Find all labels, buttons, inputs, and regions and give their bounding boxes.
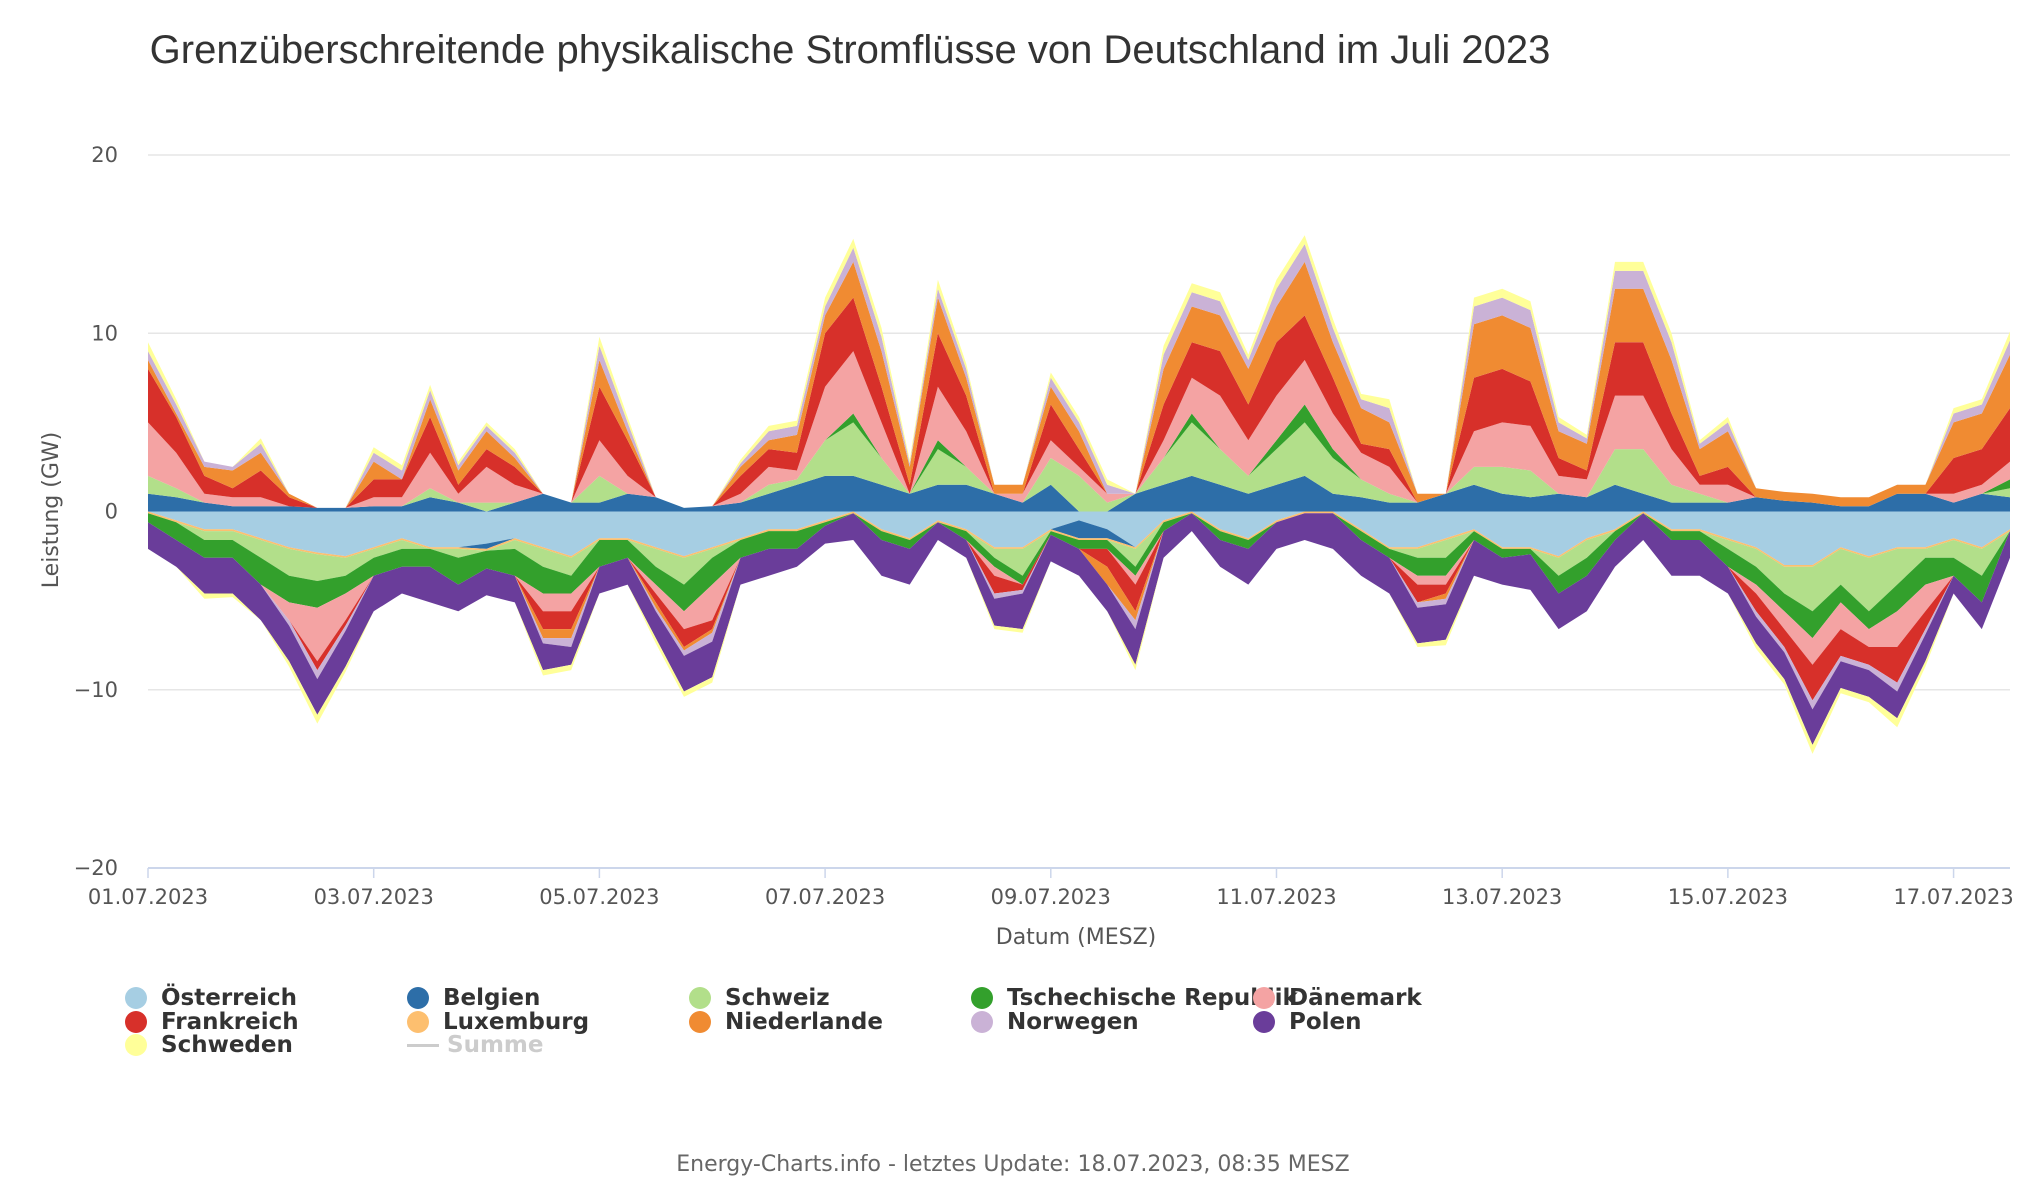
y-tick-label: 0: [105, 500, 118, 524]
chart-title: Grenzüberschreitende physikalische Strom…: [149, 28, 1551, 72]
y-tick-label: 20: [91, 143, 118, 167]
legend-item-norwegen[interactable]: Norwegen: [971, 1007, 1139, 1037]
footer-credit: Energy-Charts.info - letztes Update: 18.…: [676, 1152, 1350, 1177]
legend-circle-marker: [125, 1010, 147, 1033]
legend-item-luxemburg[interactable]: Luxemburg: [407, 1007, 589, 1037]
legend-item-frankreich[interactable]: Frankreich: [125, 1007, 299, 1037]
legend-label: Niederlande: [725, 1008, 883, 1035]
legend-label: Norwegen: [1007, 1008, 1139, 1035]
area-import-frankreich: [148, 513, 2010, 701]
legend-label: Frankreich: [161, 1008, 299, 1035]
y-tick-label: 10: [91, 321, 118, 345]
x-tick-label: 09.07.2023: [991, 885, 1111, 909]
x-tick-label: 17.07.2023: [1893, 885, 2013, 909]
x-tick-label: 13.07.2023: [1442, 885, 1562, 909]
legend-circle-marker: [125, 1034, 147, 1056]
legend-circle-marker: [1253, 987, 1275, 1009]
area-export-belgien: [148, 475, 2010, 512]
area-import-dänemark: [148, 513, 2010, 665]
legend-item-belgien[interactable]: Belgien: [407, 983, 540, 1013]
area-import-polen: [148, 513, 2010, 745]
x-tick-label: 15.07.2023: [1668, 885, 1788, 909]
legend-item-schweiz[interactable]: Schweiz: [689, 983, 830, 1013]
area-import-norwegen: [148, 513, 2010, 710]
x-tick-label: 11.07.2023: [1216, 885, 1336, 909]
legend-label: Tschechische Republik: [1007, 985, 1298, 1011]
legend-label: Schweiz: [725, 985, 830, 1011]
area-export-dänemark: [148, 351, 2010, 508]
legend-label: Luxemburg: [443, 1008, 590, 1035]
legend-circle-marker: [971, 987, 993, 1009]
area-export-frankreich: [148, 297, 2010, 508]
x-tick-label: 03.07.2023: [314, 885, 434, 909]
series-areas: [148, 235, 2010, 754]
area-export-schweiz: [148, 422, 2010, 512]
legend-label: Polen: [1289, 1008, 1362, 1035]
legend-circle-marker: [689, 987, 711, 1009]
legend-circle-marker: [689, 1010, 711, 1033]
axes: 01.07.2023 03.07.2023 05.07.2023 07.07.2023…: [88, 868, 2014, 909]
legend-circle-marker: [1253, 1010, 1275, 1033]
legend-item-polen[interactable]: Polen: [1253, 1007, 1362, 1037]
legend-item-tschechische-republik[interactable]: Tschechische Republik: [971, 983, 1298, 1013]
legend-label: Belgien: [443, 985, 541, 1011]
legend-item-österreich[interactable]: Österreich: [125, 983, 297, 1013]
legend-circle-marker: [125, 987, 147, 1009]
x-tick-label: 05.07.2023: [539, 885, 659, 909]
legend-label: Summe: [447, 1032, 544, 1058]
legend-item-niederlande[interactable]: Niederlande: [689, 1007, 883, 1037]
legend-circle-marker: [971, 1010, 993, 1033]
legend-label: Dänemark: [1289, 985, 1422, 1011]
legend-item-summe[interactable]: Summe: [407, 1030, 543, 1060]
x-axis-title: Datum (MESZ): [996, 925, 1157, 950]
legend-label: Schweden: [161, 1032, 293, 1058]
area-import-tschechische-republik: [148, 513, 2010, 639]
area-import-österreich: [148, 511, 2010, 565]
legend-circle-marker: [407, 1010, 429, 1033]
y-tick-label: −20: [74, 856, 118, 880]
legend-line-marker: [407, 1043, 439, 1047]
legend-item-schweden[interactable]: Schweden: [125, 1030, 293, 1060]
area-import-belgien: [148, 511, 2010, 565]
area-import-luxemburg: [148, 511, 2010, 567]
legend-circle-marker: [407, 987, 429, 1009]
y-axis-title: Leistung (GW): [39, 432, 64, 588]
x-tick-label: 01.07.2023: [88, 885, 208, 909]
x-tick-label: 07.07.2023: [765, 885, 885, 909]
legend-item-dänemark[interactable]: Dänemark: [1253, 983, 1422, 1013]
legend-label: Österreich: [161, 985, 298, 1011]
y-tick-label: −10: [74, 678, 118, 702]
